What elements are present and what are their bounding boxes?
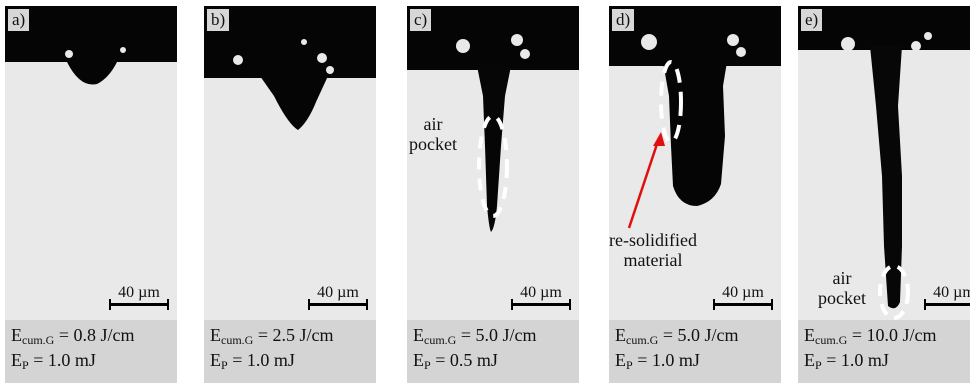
air-pocket-label-e: air pocket bbox=[818, 268, 866, 308]
cumulative-fluence-e: Ecum.G = 10.0 J/cm bbox=[804, 325, 937, 347]
caption-c: Ecum.G = 5.0 J/cm EP = 0.5 mJ bbox=[407, 320, 579, 383]
caption-a: Ecum.G = 0.8 J/cm EP = 1.0 mJ bbox=[5, 320, 177, 383]
panel-label-d: d) bbox=[612, 9, 635, 31]
panel-c: c) air pocket 40 µm Ecum.G = 5.0 J/cm EP … bbox=[407, 6, 579, 383]
panel-a: a) 40 µm Ecum.G = 0.8 J/cm EP = 1.0 mJ bbox=[5, 6, 177, 383]
panel-d: d) re-solidified material 40 µm Ecum.G = … bbox=[609, 6, 781, 383]
micrograph-e: e) air pocket 40 µm bbox=[798, 6, 970, 320]
cumulative-fluence-b: Ecum.G = 2.5 J/cm bbox=[210, 325, 334, 347]
panel-e: e) air pocket 40 µm Ecum.G = 10.0 J/cm EP… bbox=[798, 6, 970, 383]
scale-bar-a: 40 µm bbox=[109, 284, 169, 310]
micrograph-c: c) air pocket 40 µm bbox=[407, 6, 579, 320]
micrograph-b-image bbox=[204, 6, 376, 320]
cumulative-fluence-c: Ecum.G = 5.0 J/cm bbox=[413, 325, 537, 347]
caption-b: Ecum.G = 2.5 J/cm EP = 1.0 mJ bbox=[204, 320, 376, 383]
pulse-energy-a: EP = 1.0 mJ bbox=[11, 350, 96, 372]
micrograph-a: a) 40 µm bbox=[5, 6, 177, 320]
scale-bar-b: 40 µm bbox=[308, 284, 368, 310]
scale-bar-d: 40 µm bbox=[713, 284, 773, 310]
air-pocket-label-c: air pocket bbox=[409, 114, 457, 154]
panel-label-e: e) bbox=[801, 9, 823, 31]
micrograph-d-image bbox=[609, 6, 781, 320]
scale-label-e: 40 µm bbox=[933, 284, 970, 301]
scale-bar-c: 40 µm bbox=[511, 284, 571, 310]
micrograph-d: d) re-solidified material 40 µm bbox=[609, 6, 781, 320]
caption-e: Ecum.G = 10.0 J/cm EP = 1.0 mJ bbox=[798, 320, 970, 383]
scale-label-b: 40 µm bbox=[317, 284, 359, 301]
micrograph-a-image bbox=[5, 6, 177, 320]
panel-b: b) 40 µm Ecum.G = 2.5 J/cm EP = 1.0 mJ bbox=[204, 6, 376, 383]
pulse-energy-b: EP = 1.0 mJ bbox=[210, 350, 295, 372]
micrograph-e-image bbox=[798, 6, 970, 320]
pulse-energy-d: EP = 1.0 mJ bbox=[615, 350, 700, 372]
pulse-energy-e: EP = 1.0 mJ bbox=[804, 350, 889, 372]
panel-label-b: b) bbox=[207, 9, 230, 31]
panel-label-c: c) bbox=[410, 9, 432, 31]
pulse-energy-c: EP = 0.5 mJ bbox=[413, 350, 498, 372]
scale-label-c: 40 µm bbox=[520, 284, 562, 301]
micrograph-c-image bbox=[407, 6, 579, 320]
scale-label-a: 40 µm bbox=[118, 284, 160, 301]
resolidified-label-d: re-solidified material bbox=[609, 230, 697, 270]
panel-label-a: a) bbox=[8, 9, 30, 31]
micrograph-b: b) 40 µm bbox=[204, 6, 376, 320]
scale-label-d: 40 µm bbox=[722, 284, 764, 301]
cumulative-fluence-a: Ecum.G = 0.8 J/cm bbox=[11, 325, 135, 347]
caption-d: Ecum.G = 5.0 J/cm EP = 1.0 mJ bbox=[609, 320, 781, 383]
cumulative-fluence-d: Ecum.G = 5.0 J/cm bbox=[615, 325, 739, 347]
scale-bar-e: 40 µm bbox=[924, 284, 970, 310]
